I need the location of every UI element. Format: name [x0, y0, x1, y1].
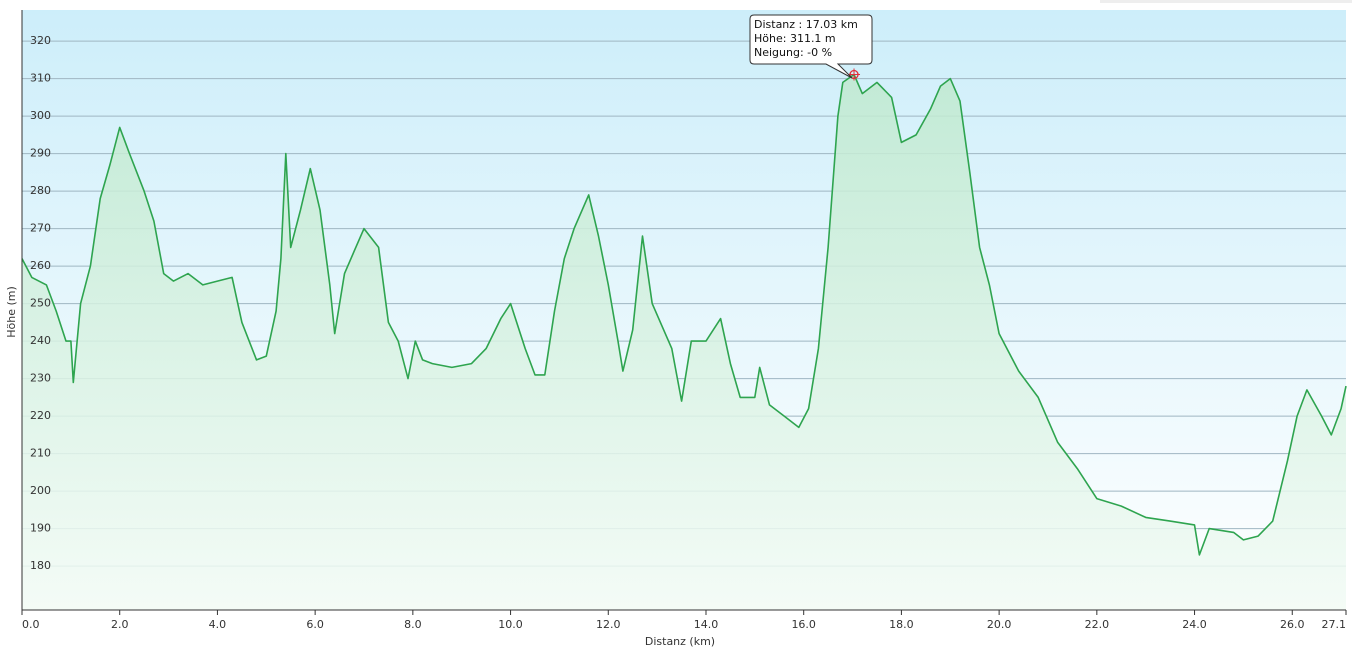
x-tick-label: 24.0: [1182, 618, 1207, 631]
y-tick-label: 250: [30, 297, 51, 310]
elevation-line: [21, 73, 1347, 556]
x-tick-label: 22.0: [1085, 618, 1110, 631]
tooltip-line: Höhe: 311.1 m: [754, 32, 836, 45]
y-axis-title: Höhe (m): [5, 286, 18, 338]
x-tick-label: 26.0: [1280, 618, 1305, 631]
y-tick-label: 230: [30, 372, 51, 385]
y-tick-label: 210: [30, 447, 51, 460]
tooltip-line: Distanz : 17.03 km: [754, 18, 858, 31]
y-tick-label: 310: [30, 72, 51, 85]
y-tick-label: 180: [30, 559, 51, 572]
x-tick-label: 8.0: [404, 618, 422, 631]
x-tick-label: 0.0: [22, 618, 40, 631]
x-axis-title: Distanz (km): [645, 635, 715, 647]
x-tick-label: 27.1: [1322, 618, 1347, 631]
y-tick-label: 240: [30, 334, 51, 347]
x-tick-label: 18.0: [889, 618, 914, 631]
y-tick-label: 270: [30, 222, 51, 235]
y-tick-label: 190: [30, 522, 51, 535]
tooltip: Distanz : 17.03 km Höhe: 311.1 m Neigung…: [749, 14, 873, 79]
x-tick-label: 2.0: [111, 618, 129, 631]
y-tick-label: 300: [30, 109, 51, 122]
tooltip-line: Neigung: -0 %: [754, 46, 832, 59]
hover-marker: [848, 68, 861, 81]
y-tick-label: 290: [30, 147, 51, 160]
x-tick-label: 12.0: [596, 618, 621, 631]
x-tick-label: 14.0: [694, 618, 719, 631]
tooltip-box: [749, 14, 873, 79]
area-fill: [22, 74, 1346, 610]
y-tick-label: 320: [30, 34, 51, 47]
x-tick-label: 16.0: [791, 618, 816, 631]
x-tick-label: 10.0: [498, 618, 523, 631]
y-tick-label: 260: [30, 259, 51, 272]
toolbar-strip: [1100, 0, 1352, 3]
y-tick-label: 220: [30, 409, 51, 422]
y-tick-label: 280: [30, 184, 51, 197]
y-tick-label: 200: [30, 484, 51, 497]
x-tick-label: 20.0: [987, 618, 1012, 631]
x-tick-label: 6.0: [306, 618, 324, 631]
x-tick-label: 4.0: [209, 618, 227, 631]
